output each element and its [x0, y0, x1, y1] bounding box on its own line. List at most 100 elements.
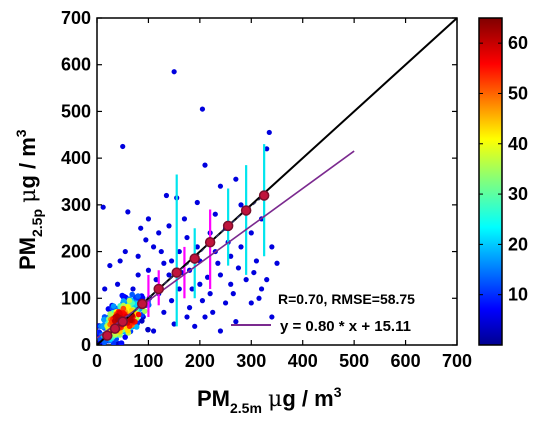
x-tick-label: 700 [442, 351, 472, 371]
legend-label: y = 0.80 * x + 15.11 [280, 318, 411, 335]
error-bars [147, 144, 266, 327]
stats-text: R=0.70, RMSE=58.75 [278, 291, 415, 307]
scatter-point [117, 258, 123, 264]
scatter-point [156, 230, 162, 236]
scatter-point [122, 248, 128, 255]
binned-mean-marker [204, 236, 216, 248]
scatter-point [158, 248, 164, 255]
scatter-point [184, 234, 190, 241]
scatter-point [202, 162, 208, 168]
scatter-point [145, 216, 152, 222]
x-tick-label: 600 [391, 351, 421, 371]
scatter-point [197, 281, 203, 287]
x-tick-label: 100 [133, 351, 163, 371]
scatter-point [168, 258, 175, 264]
scatter-point [199, 298, 206, 304]
scatter-point [161, 260, 167, 266]
colorbar-tick-label: 20 [508, 234, 528, 254]
scatter-point [210, 309, 216, 315]
scatter-point-dense [129, 291, 135, 298]
x-axis-ticks: 0 100 200 300 400 500 600 700 [92, 18, 472, 371]
scatter-point [153, 277, 159, 283]
scatter-point [207, 291, 213, 297]
scatter-point [171, 321, 177, 327]
scatter-point [217, 183, 224, 189]
binned-mean-marker [109, 323, 121, 334]
scatter-point [269, 244, 275, 250]
scatter-point [176, 286, 182, 292]
scatter-point [233, 176, 239, 182]
scatter-point [176, 248, 182, 255]
scatter-point [192, 323, 198, 329]
y-tick-label: 600 [61, 55, 91, 75]
scatter-point-dense [141, 308, 148, 314]
y-axis-ticks: 0 100 200 300 400 500 600 700 [61, 8, 457, 355]
scatter-point-dense [139, 318, 145, 324]
y-tick-label: 300 [61, 195, 91, 215]
scatter-point-dense [120, 298, 127, 304]
scatter-point [228, 253, 234, 259]
y-tick-label: 700 [61, 8, 91, 28]
scatter-point-dense [101, 316, 107, 323]
scatter-point [258, 286, 265, 292]
scatter-point-dense [120, 305, 127, 312]
scatter-point [166, 223, 172, 229]
binned-mean-marker [240, 205, 252, 216]
colorbar-tick-label: 40 [508, 134, 528, 154]
colorbar-gradient [478, 17, 503, 346]
x-tick-label: 300 [236, 351, 266, 371]
scatter-point [189, 286, 195, 292]
scatter-point [125, 209, 131, 215]
scatter-point [212, 211, 218, 217]
scatter-point [150, 328, 157, 334]
scatter-point [217, 328, 224, 334]
scatter-point-dense [135, 311, 142, 318]
scatter-point [194, 244, 200, 250]
y-tick-label: 0 [81, 335, 91, 355]
scatter-point [243, 277, 249, 283]
plot-area [96, 17, 458, 346]
scatter-point [266, 129, 272, 136]
scatter-point [171, 69, 177, 75]
binned-mean-marker [117, 316, 128, 327]
scatter-point [120, 143, 126, 150]
scatter-point [253, 258, 260, 264]
scatter-point [264, 277, 270, 283]
scatter-point [135, 253, 141, 259]
colorbar-tick-label: 30 [508, 184, 528, 204]
scatter-point [199, 106, 206, 112]
scatter-point [161, 309, 167, 315]
x-axis-label: PM2.5m μg / m3 [197, 384, 342, 416]
x-tick-label: 400 [288, 351, 318, 371]
x-tick-label: 500 [339, 351, 369, 371]
scatter-point [100, 204, 106, 210]
scatter-point-dense [125, 304, 131, 310]
scatter-point [230, 291, 236, 297]
scatter-point-dense [133, 324, 140, 330]
scatter-point [150, 244, 157, 250]
y-tick-label: 500 [61, 101, 91, 121]
binned-mean-marker [189, 253, 200, 264]
scatter-point [168, 298, 175, 304]
binned-mean-marker [258, 190, 270, 201]
scatter-point [143, 237, 149, 243]
scatter-point [107, 262, 113, 269]
y-tick-label: 400 [61, 148, 91, 168]
colorbar-tick-label: 50 [508, 83, 528, 103]
x-tick-label: 0 [92, 351, 102, 371]
scatter-point [130, 286, 136, 292]
scatter-point [135, 272, 141, 278]
scatter-point [256, 295, 262, 301]
scatter-point-dense [110, 303, 117, 309]
scatter-point-dense [122, 334, 128, 340]
binned-mean-marker [137, 298, 148, 310]
scatter-point [248, 230, 254, 236]
scatter-point [138, 225, 144, 231]
binned-mean-marker [102, 330, 113, 341]
y-axis-label: PM2.5p μg / m3 [13, 129, 45, 270]
scatter-point [184, 314, 190, 320]
scatter-point-dense [126, 297, 133, 304]
scatter-point [102, 286, 108, 292]
binned-mean-marker [153, 283, 164, 295]
